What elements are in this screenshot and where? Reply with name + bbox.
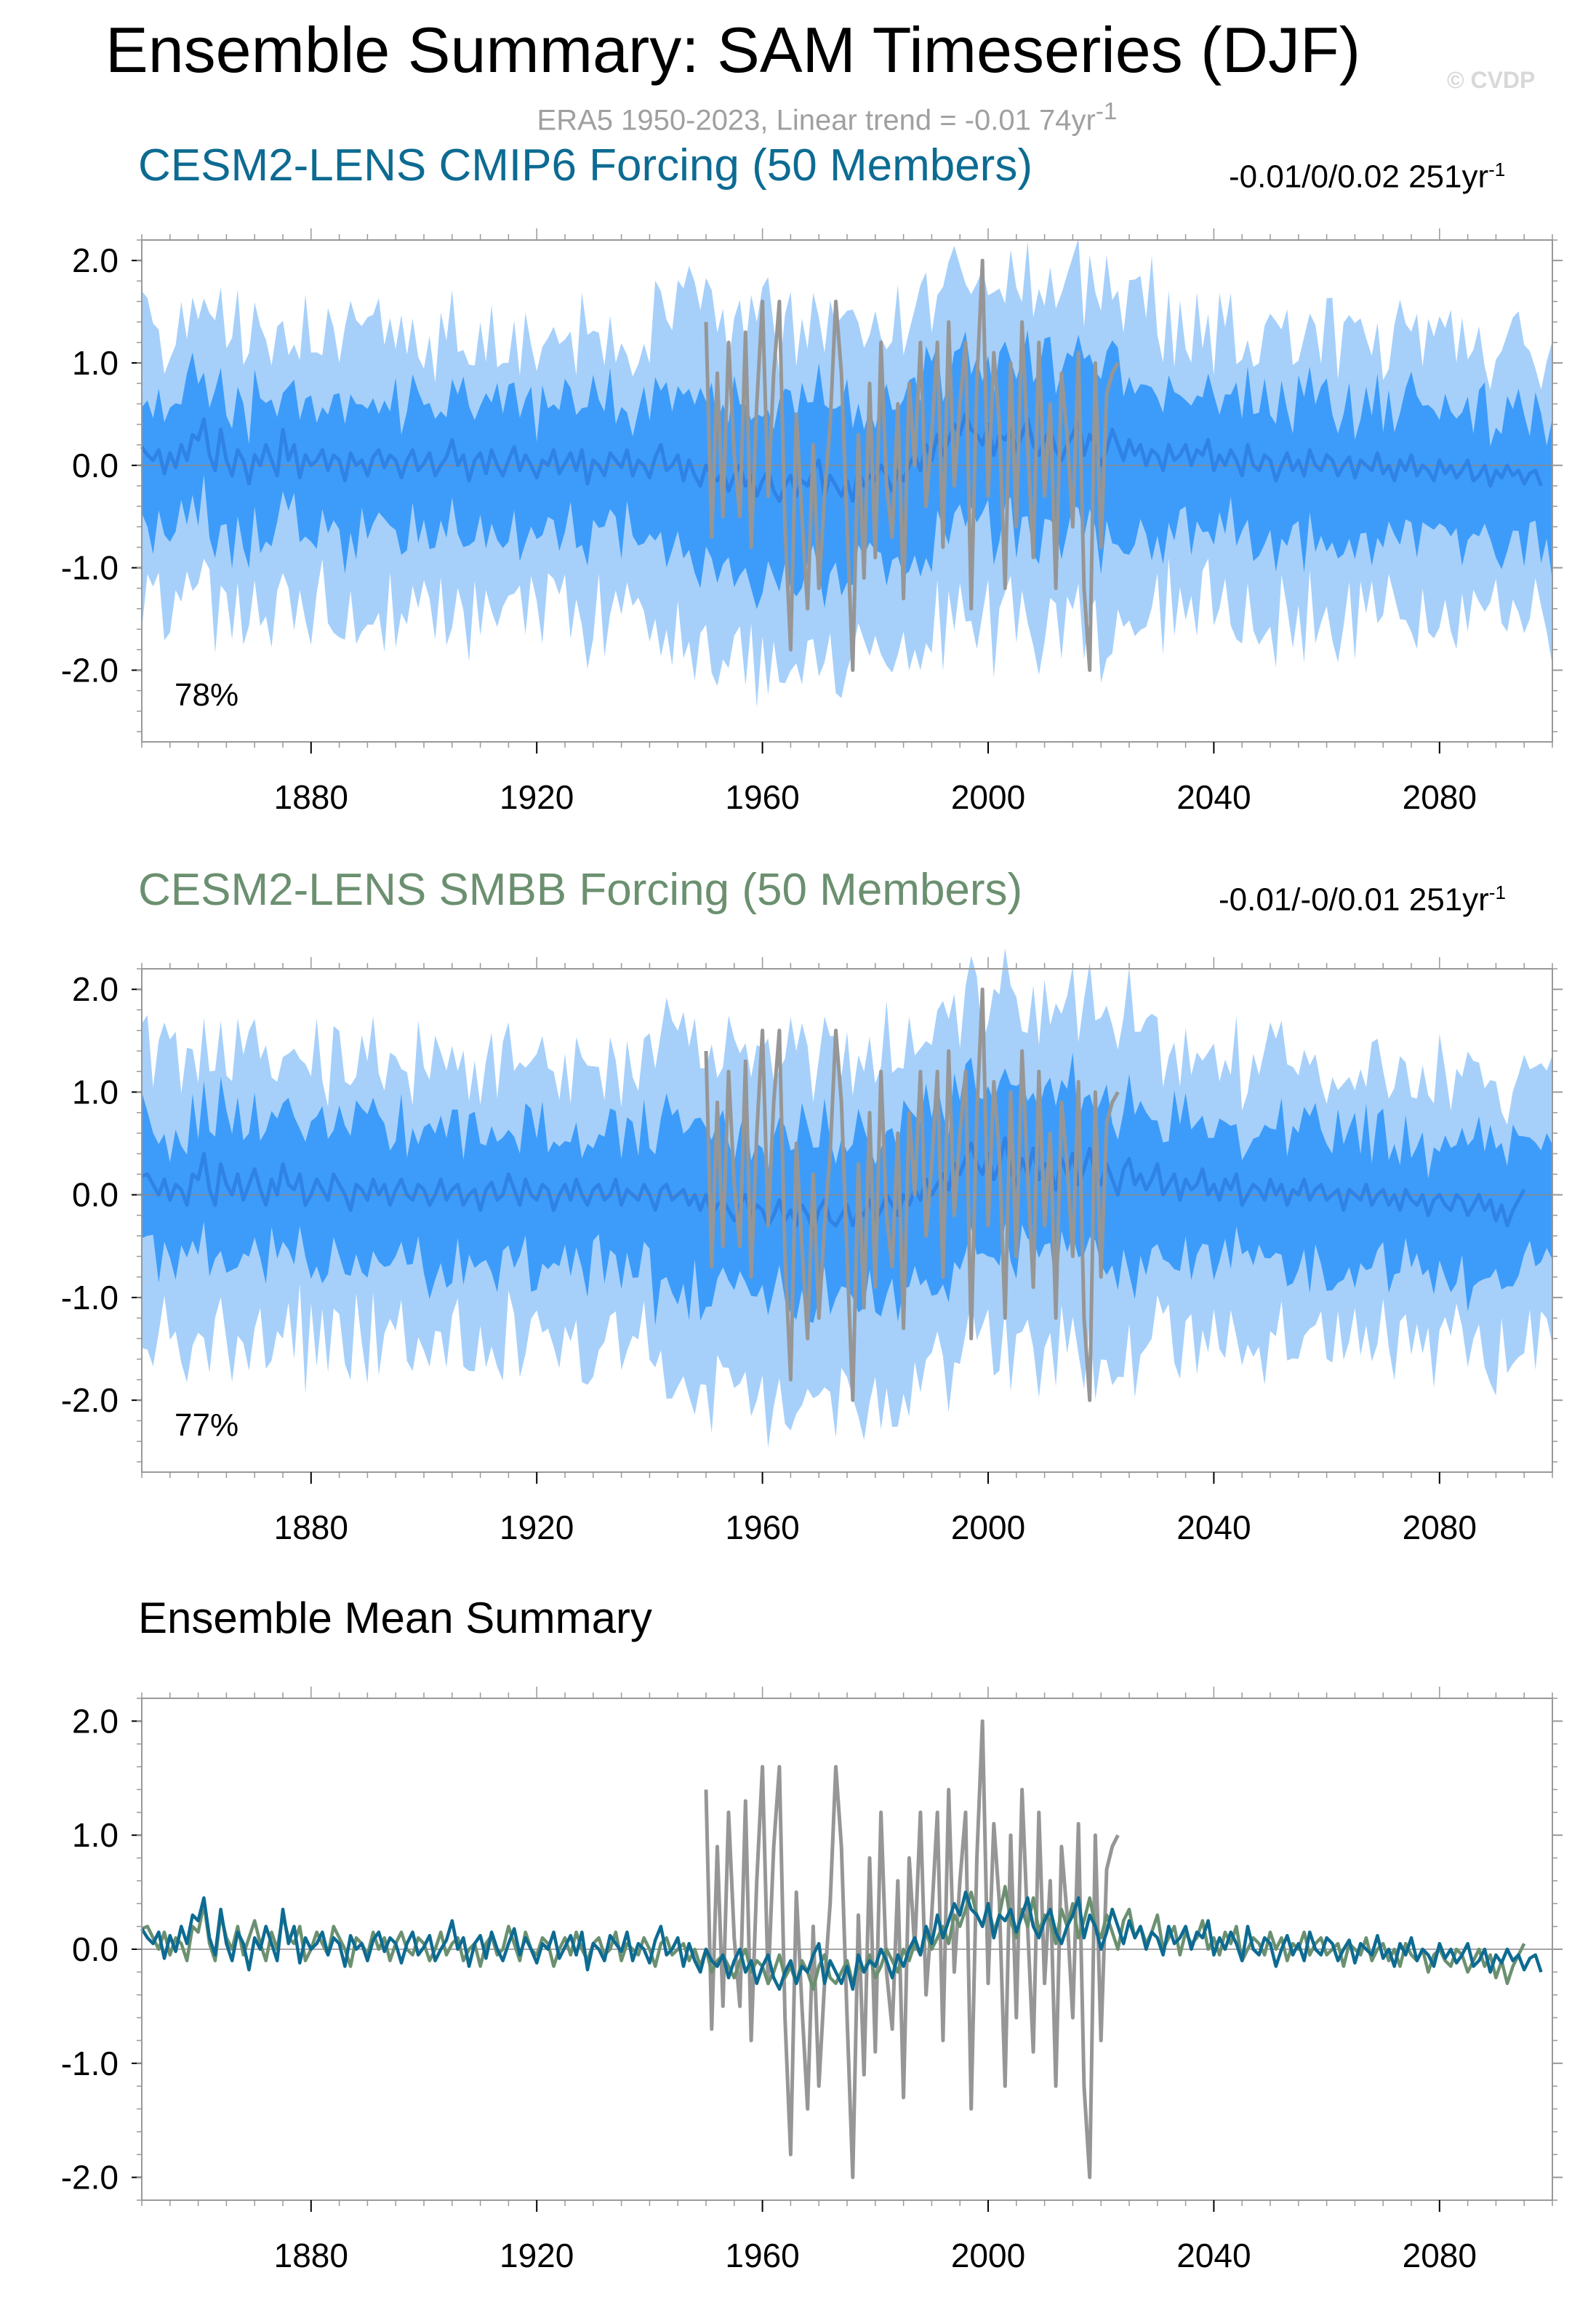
y-tick-label: -2.0 bbox=[61, 2159, 119, 2197]
era5-line bbox=[704, 1719, 1120, 2180]
x-tick-label: 2040 bbox=[1176, 778, 1251, 816]
y-tick-label: -2.0 bbox=[61, 651, 119, 689]
x-tick-label: 2040 bbox=[1176, 2237, 1251, 2274]
subtitle-text: ERA5 1950-2023, Linear trend = -0.01 74y… bbox=[537, 104, 1096, 137]
y-tick-label: -2.0 bbox=[61, 1381, 119, 1419]
x-tick-label: 2080 bbox=[1403, 2237, 1477, 2274]
x-tick-label: 1960 bbox=[725, 778, 799, 816]
x-tick-label: 1920 bbox=[500, 1508, 574, 1546]
x-tick-label: 1880 bbox=[274, 778, 348, 816]
y-tick-label: -1.0 bbox=[61, 549, 119, 587]
x-tick-label: 2040 bbox=[1176, 1508, 1251, 1546]
era5-line bbox=[704, 258, 1120, 672]
panel-2-trend-exponent: -1 bbox=[1488, 882, 1506, 903]
y-tick-label: 0.0 bbox=[72, 447, 119, 484]
cmip6-mean-line bbox=[140, 1890, 1543, 1991]
x-tick-label: 1960 bbox=[725, 2237, 799, 2274]
panel-1-plot: 2.0 1.0 0.0 -1.0 -2.0 1880 1920 1960 2000 2040 208… bbox=[61, 228, 1563, 816]
page-title: Ensemble Summary: SAM Timeseries (DJF) bbox=[105, 14, 1361, 86]
panel-3-title: Ensemble Mean Summary bbox=[138, 1594, 652, 1642]
x-tick-label: 1880 bbox=[274, 2237, 348, 2274]
subtitle: ERA5 1950-2023, Linear trend = -0.01 74y… bbox=[0, 98, 1596, 137]
y-tick-label: 2.0 bbox=[72, 241, 119, 279]
percent-annotation: 77% bbox=[175, 1407, 238, 1443]
panel-2-plot: 2.0 1.0 0.0 -1.0 -2.0 1880 1920 1960 2000 2040 208… bbox=[61, 948, 1563, 1546]
era5-line bbox=[704, 987, 1120, 1402]
x-tick-label: 1880 bbox=[274, 1508, 348, 1546]
ensemble-mean-line bbox=[140, 412, 1543, 503]
panel-3-plot: 2.0 1.0 0.0 -1.0 -2.0 1880 1920 1960 2000 2040 208… bbox=[61, 1687, 1563, 2274]
smbb-mean-line bbox=[141, 1885, 1526, 1991]
y-tick-label: 1.0 bbox=[72, 1073, 119, 1111]
copyright-label: © CVDP bbox=[1447, 67, 1536, 93]
inner-band bbox=[142, 329, 1552, 610]
x-tick-label: 1920 bbox=[500, 778, 574, 816]
y-tick-label: 0.0 bbox=[72, 1176, 119, 1214]
panel-1-trend-exponent: -1 bbox=[1488, 159, 1506, 180]
panel-2-trend-text: -0.01/-0/0.01 251yr bbox=[1219, 882, 1489, 918]
subtitle-exponent: -1 bbox=[1095, 98, 1118, 125]
panel-1-trend: -0.01/0/0.02 251yr-1 bbox=[1229, 159, 1505, 196]
x-tick-label: 2000 bbox=[951, 1508, 1025, 1546]
y-tick-label: 1.0 bbox=[72, 1816, 119, 1854]
panel-1-trend-text: -0.01/0/0.02 251yr bbox=[1229, 159, 1489, 195]
panel-2-title: CESM2-LENS SMBB Forcing (50 Members) bbox=[138, 865, 1023, 915]
y-tick-label: -1.0 bbox=[61, 2045, 119, 2082]
percent-annotation: 78% bbox=[175, 677, 238, 713]
x-tick-label: 2080 bbox=[1403, 1508, 1477, 1546]
ensemble-mean-line bbox=[141, 1136, 1526, 1233]
x-tick-label: 1920 bbox=[500, 2237, 574, 2274]
y-tick-label: 0.0 bbox=[72, 1930, 119, 1968]
y-tick-label: -1.0 bbox=[61, 1279, 119, 1316]
inner-band bbox=[142, 1052, 1552, 1326]
panel-2-trend: -0.01/-0/0.01 251yr-1 bbox=[1219, 882, 1506, 919]
panel-1-title: CESM2-LENS CMIP6 Forcing (50 Members) bbox=[138, 140, 1032, 191]
y-tick-label: 1.0 bbox=[72, 344, 119, 382]
x-tick-label: 2000 bbox=[951, 778, 1025, 816]
y-tick-label: 2.0 bbox=[72, 970, 119, 1008]
x-tick-label: 1960 bbox=[725, 1508, 799, 1546]
y-tick-label: 2.0 bbox=[72, 1702, 119, 1740]
x-tick-label: 2080 bbox=[1403, 778, 1477, 816]
x-tick-label: 2000 bbox=[951, 2237, 1025, 2274]
